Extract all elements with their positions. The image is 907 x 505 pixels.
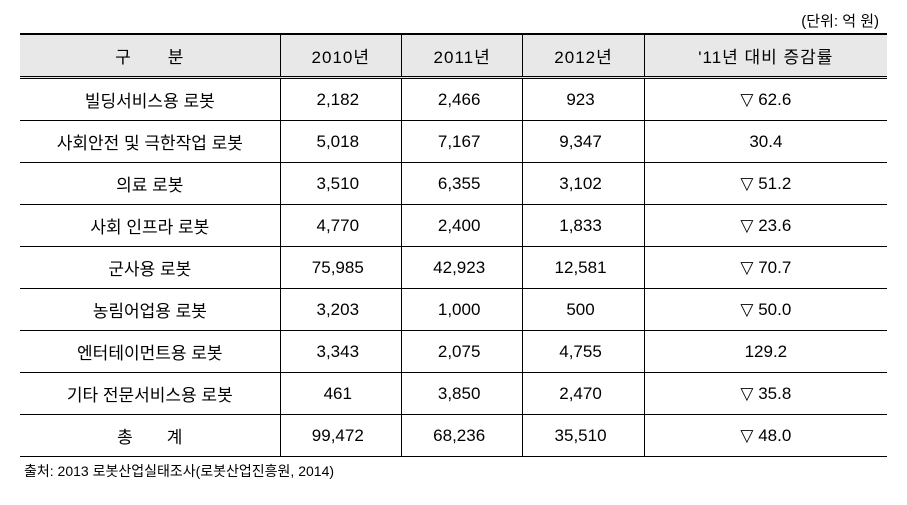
- cell-rate: ▽ 62.6: [644, 78, 887, 121]
- cell-2012: 500: [523, 289, 644, 331]
- table-row: 빌딩서비스용 로봇 2,182 2,466 923 ▽ 62.6: [20, 78, 887, 121]
- cell-2012: 3,102: [523, 163, 644, 205]
- cell-2011: 2,466: [401, 78, 522, 121]
- cell-category: 빌딩서비스용 로봇: [20, 78, 280, 121]
- header-2012: 2012년: [523, 34, 644, 78]
- table-row: 사회 인프라 로봇 4,770 2,400 1,833 ▽ 23.6: [20, 205, 887, 247]
- table-row: 엔터테이먼트용 로봇 3,343 2,075 4,755 129.2: [20, 331, 887, 373]
- cell-rate: ▽ 23.6: [644, 205, 887, 247]
- table-row: 군사용 로봇 75,985 42,923 12,581 ▽ 70.7: [20, 247, 887, 289]
- cell-category: 기타 전문서비스용 로봇: [20, 373, 280, 415]
- cell-2012: 2,470: [523, 373, 644, 415]
- cell-2012: 4,755: [523, 331, 644, 373]
- cell-2011: 2,400: [401, 205, 522, 247]
- cell-rate: 30.4: [644, 121, 887, 163]
- cell-total-2012: 35,510: [523, 415, 644, 457]
- cell-2012: 12,581: [523, 247, 644, 289]
- cell-total-rate: ▽ 48.0: [644, 415, 887, 457]
- cell-2011: 6,355: [401, 163, 522, 205]
- cell-rate: 129.2: [644, 331, 887, 373]
- cell-total-label: 총 계: [20, 415, 280, 457]
- cell-2010: 3,510: [280, 163, 401, 205]
- table-row: 의료 로봇 3,510 6,355 3,102 ▽ 51.2: [20, 163, 887, 205]
- cell-2011: 42,923: [401, 247, 522, 289]
- cell-2010: 461: [280, 373, 401, 415]
- cell-2010: 75,985: [280, 247, 401, 289]
- header-rate: '11년 대비 증감률: [644, 34, 887, 78]
- cell-2010: 3,343: [280, 331, 401, 373]
- data-table: 구 분 2010년 2011년 2012년 '11년 대비 증감률 빌딩서비스용…: [20, 33, 887, 457]
- unit-label: (단위: 억 원): [20, 10, 887, 31]
- cell-category: 군사용 로봇: [20, 247, 280, 289]
- cell-2011: 2,075: [401, 331, 522, 373]
- header-category: 구 분: [20, 34, 280, 78]
- cell-rate: ▽ 35.8: [644, 373, 887, 415]
- cell-total-2011: 68,236: [401, 415, 522, 457]
- cell-2012: 9,347: [523, 121, 644, 163]
- cell-rate: ▽ 70.7: [644, 247, 887, 289]
- source-label: 출처: 2013 로봇산업실태조사(로봇산업진흥원, 2014): [20, 461, 887, 481]
- cell-2010: 2,182: [280, 78, 401, 121]
- cell-total-2010: 99,472: [280, 415, 401, 457]
- cell-2012: 1,833: [523, 205, 644, 247]
- table-row: 기타 전문서비스용 로봇 461 3,850 2,470 ▽ 35.8: [20, 373, 887, 415]
- cell-2011: 3,850: [401, 373, 522, 415]
- header-2011: 2011년: [401, 34, 522, 78]
- cell-2010: 4,770: [280, 205, 401, 247]
- cell-category: 엔터테이먼트용 로봇: [20, 331, 280, 373]
- cell-2012: 923: [523, 78, 644, 121]
- cell-2010: 5,018: [280, 121, 401, 163]
- cell-rate: ▽ 51.2: [644, 163, 887, 205]
- cell-2011: 1,000: [401, 289, 522, 331]
- cell-category: 사회안전 및 극한작업 로봇: [20, 121, 280, 163]
- table-row: 농림어업용 로봇 3,203 1,000 500 ▽ 50.0: [20, 289, 887, 331]
- cell-category: 사회 인프라 로봇: [20, 205, 280, 247]
- header-2010: 2010년: [280, 34, 401, 78]
- cell-rate: ▽ 50.0: [644, 289, 887, 331]
- cell-2010: 3,203: [280, 289, 401, 331]
- total-row: 총 계 99,472 68,236 35,510 ▽ 48.0: [20, 415, 887, 457]
- cell-category: 농림어업용 로봇: [20, 289, 280, 331]
- table-row: 사회안전 및 극한작업 로봇 5,018 7,167 9,347 30.4: [20, 121, 887, 163]
- cell-category: 의료 로봇: [20, 163, 280, 205]
- cell-2011: 7,167: [401, 121, 522, 163]
- header-row: 구 분 2010년 2011년 2012년 '11년 대비 증감률: [20, 34, 887, 78]
